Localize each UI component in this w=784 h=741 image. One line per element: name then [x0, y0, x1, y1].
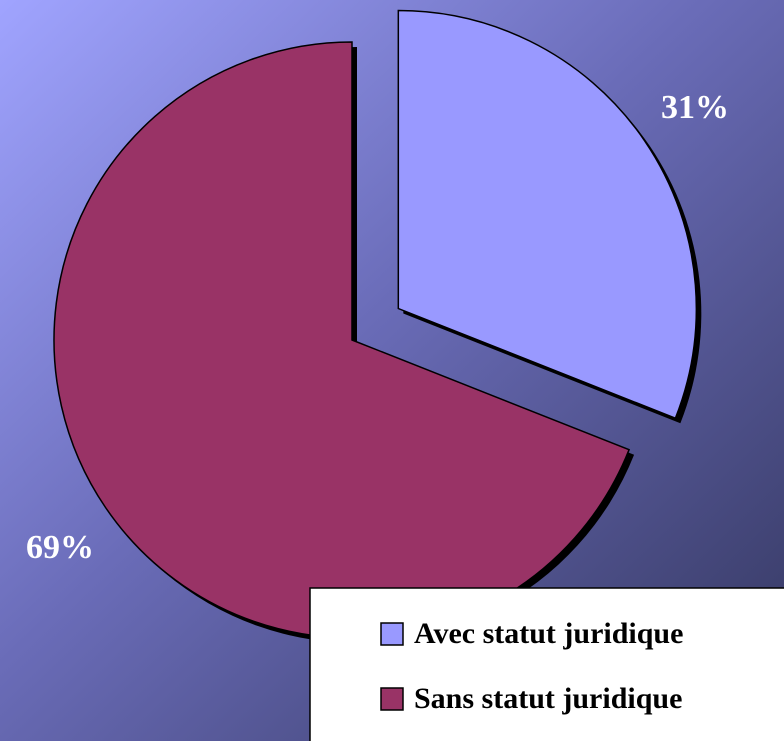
legend-label: Sans statut juridique: [414, 682, 682, 715]
legend-box: [309, 587, 784, 741]
legend-label: Avec statut juridique: [414, 617, 683, 650]
legend-swatch: [380, 687, 404, 711]
data-label: 69%: [26, 529, 94, 566]
legend: Avec statut juridique Sans statut juridiq…: [309, 587, 784, 741]
slice: [397, 9, 698, 420]
data-label: 31%: [661, 89, 729, 126]
legend-swatch: [380, 622, 404, 646]
pie: [53, 9, 702, 644]
